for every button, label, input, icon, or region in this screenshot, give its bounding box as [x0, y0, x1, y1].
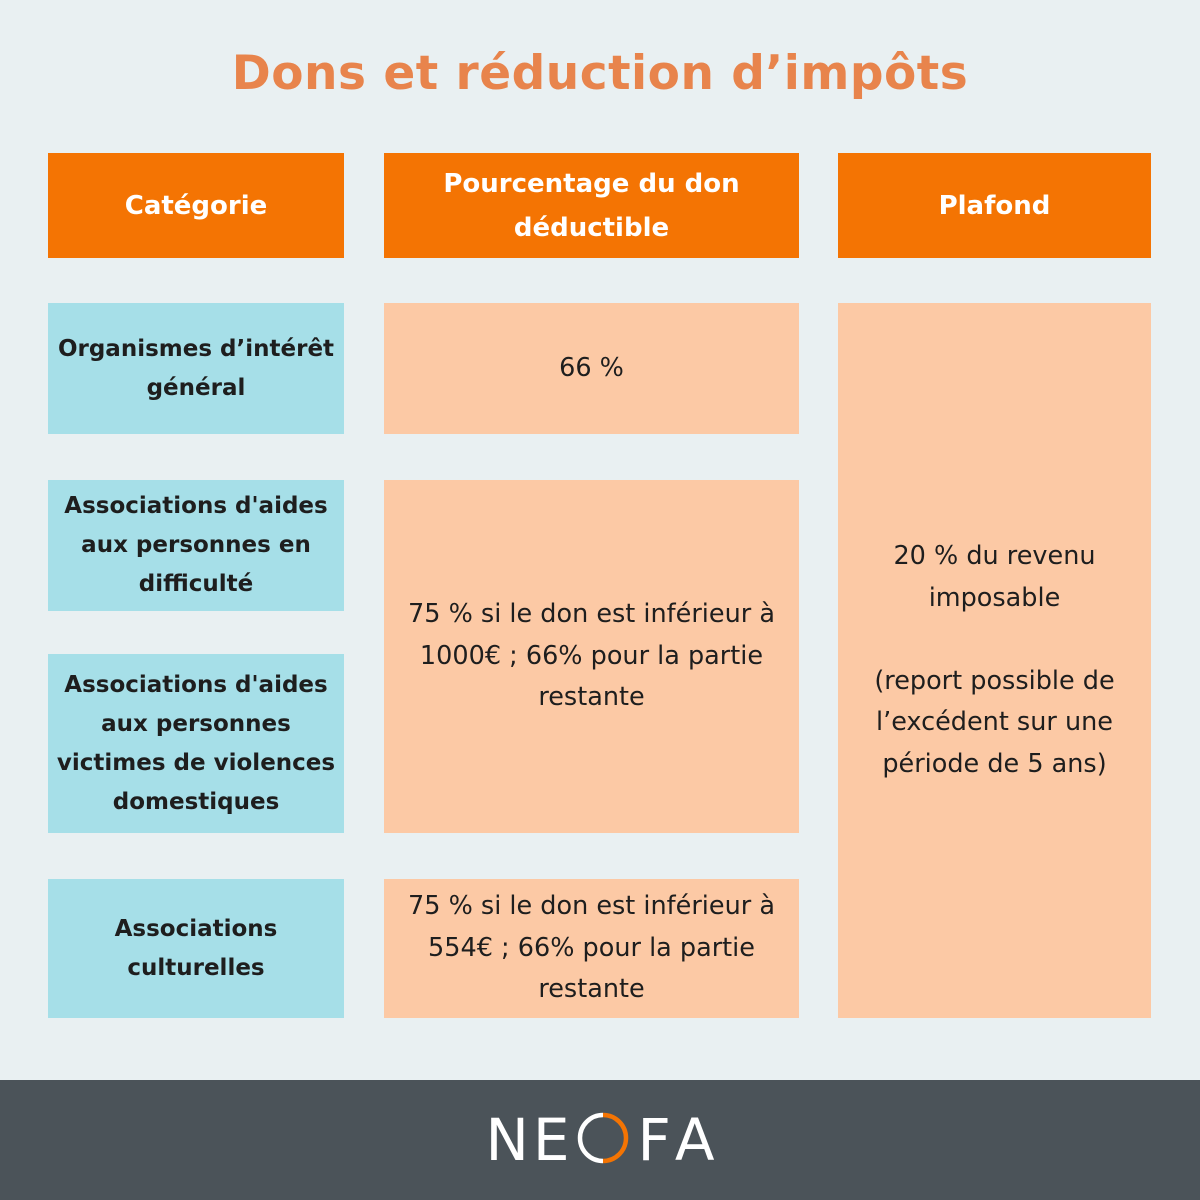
footer-bar: N E F A: [0, 1080, 1200, 1200]
category-help-difficulty: Associations d'aides aux personnes en di…: [48, 480, 344, 611]
logo-circle-icon: [575, 1110, 631, 1170]
header-percentage: Pourcentage du don déductible: [384, 153, 799, 258]
percentage-cultural: 75 % si le don est inférieur à 554€ ; 66…: [384, 879, 799, 1018]
logo-letter-a: A: [674, 1106, 715, 1174]
header-ceiling: Plafond: [838, 153, 1151, 258]
logo-letter-n: N: [485, 1106, 529, 1174]
neofa-logo: N E F A: [485, 1110, 714, 1170]
ceiling-value: 20 % du revenu imposable (report possibl…: [838, 303, 1151, 1018]
percentage-help-associations: 75 % si le don est inférieur à 1000€ ; 6…: [384, 480, 799, 833]
percentage-general-interest: 66 %: [384, 303, 799, 434]
header-category: Catégorie: [48, 153, 344, 258]
page-title: Dons et réduction d’impôts: [231, 46, 969, 101]
category-general-interest: Organismes d’intérêt général: [48, 303, 344, 434]
logo-letter-f: F: [637, 1106, 671, 1174]
category-domestic-violence: Associations d'aides aux personnes victi…: [48, 654, 344, 833]
logo-letter-e: E: [532, 1106, 570, 1174]
category-cultural: Associations culturelles: [48, 879, 344, 1018]
